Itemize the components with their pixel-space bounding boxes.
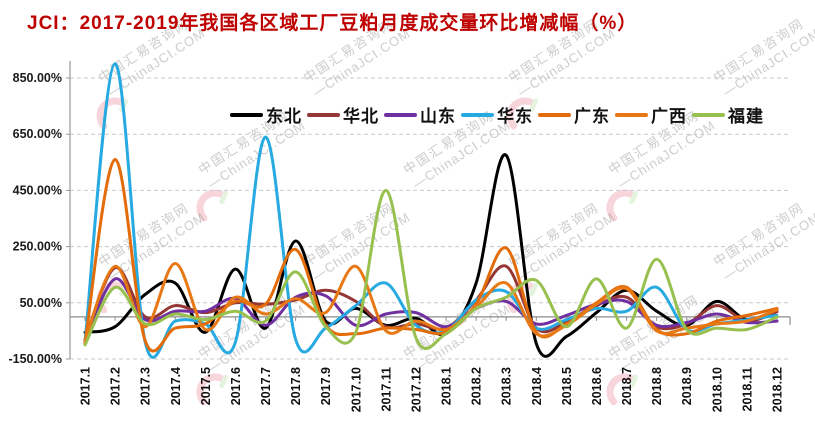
y-axis-label: 850.00% (13, 71, 62, 85)
legend-label: 广东 (574, 107, 610, 126)
x-axis-label: 2018.3 (500, 367, 514, 405)
x-axis-label: 2017.4 (169, 367, 183, 405)
x-axis-label: 2017.6 (229, 367, 243, 405)
x-axis-label: 2018.5 (560, 367, 574, 405)
legend-label: 福建 (728, 107, 764, 126)
x-axis-label: 2017.11 (379, 367, 393, 412)
x-axis-label: 2017.7 (259, 367, 273, 405)
y-axis-label: 650.00% (13, 127, 62, 141)
x-axis-label: 2017.8 (289, 367, 303, 405)
legend-swatch-icon (538, 112, 571, 117)
legend-swatch-icon (230, 112, 263, 117)
x-axis-label: 2017.5 (199, 367, 213, 405)
legend-swatch-icon (615, 112, 648, 117)
y-axis-label: 250.00% (13, 240, 62, 254)
legend-item-山东: 山东 (384, 102, 456, 127)
legend-swatch-icon (692, 112, 725, 117)
x-axis-label: 2018.1 (440, 367, 454, 405)
series-line-广西 (83, 262, 779, 343)
legend-label: 东北 (266, 107, 302, 126)
x-axis-label: 2017.2 (109, 367, 123, 405)
legend-item-广东: 广东 (538, 102, 610, 127)
x-axis-label: 2017.3 (139, 367, 153, 405)
x-axis-label: 2018.12 (771, 367, 785, 412)
legend-label: 广西 (651, 107, 687, 126)
y-axis-label: 50.00% (20, 296, 62, 310)
x-axis-label: 2018.8 (650, 367, 664, 405)
legend-swatch-icon (307, 112, 340, 117)
x-axis-label: 2018.7 (620, 367, 634, 405)
x-axis-label: 2017.10 (349, 367, 363, 412)
legend-label: 山东 (420, 107, 456, 126)
x-axis-label: 2017.12 (409, 367, 423, 412)
chart-title: JCI：2017-2019年我国各区域工厂豆粕月度成交量环比增减幅（%） (27, 13, 638, 34)
x-axis-label: 2018.11 (740, 367, 754, 412)
legend-item-东北: 东北 (230, 102, 302, 127)
legend-swatch-icon (461, 112, 494, 117)
legend-swatch-icon (384, 112, 417, 117)
x-axis-label: 2018.9 (680, 367, 694, 405)
x-axis-label: 2018.2 (470, 367, 484, 405)
series-line-山东 (83, 277, 779, 343)
x-axis-label: 2017.9 (319, 367, 333, 405)
legend-item-华北: 华北 (307, 102, 379, 127)
x-axis-label: 2018.4 (530, 367, 544, 405)
legend-item-广西: 广西 (615, 102, 687, 127)
legend-label: 华东 (497, 107, 533, 126)
legend-item-华东: 华东 (461, 102, 533, 127)
legend-label: 华北 (343, 107, 379, 126)
y-axis-label: 450.00% (13, 183, 62, 197)
line-chart-canvas: 850.00% 650.00% 450.00% 250.00% 50.00% -150.0… (8, 61, 791, 412)
x-axis-label: 2018.6 (590, 367, 604, 405)
x-axis-label: 2018.10 (710, 367, 724, 412)
series-line-福建 (83, 188, 779, 350)
legend-item-福建: 福建 (692, 102, 764, 127)
x-axis-label: 2017.1 (79, 367, 93, 405)
y-axis-label: -150.00% (8, 352, 62, 366)
chart-legend: 东北 华北 山东 华东 广东 广西 福建 (230, 102, 769, 127)
